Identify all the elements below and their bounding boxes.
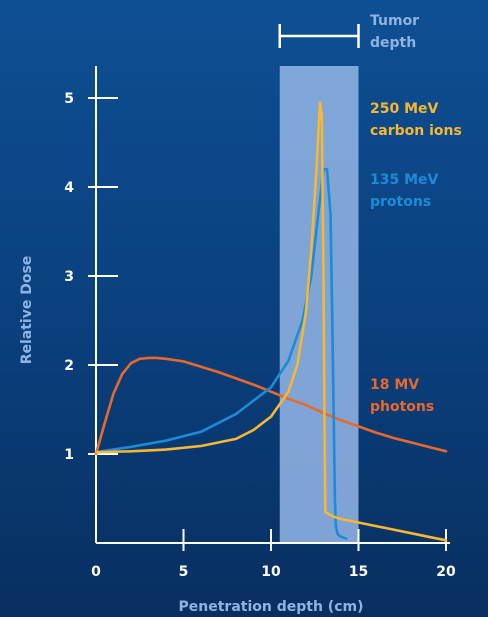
carbon-label-line1: 250 MeV <box>370 101 439 117</box>
x-axis-title: Penetration depth (cm) <box>179 599 364 615</box>
y-tick-label: 4 <box>64 180 74 196</box>
carbon-label-line2: carbon ions <box>370 123 462 139</box>
x-tick-label: 20 <box>436 564 456 580</box>
photon-label-line2: photons <box>370 399 434 415</box>
y-tick-label: 1 <box>64 447 74 463</box>
x-tick-label: 10 <box>261 564 281 580</box>
y-ticks: 1 2 3 4 5 <box>64 91 118 463</box>
tumor-label-line1: Tumor <box>370 13 419 29</box>
tumor-label-line2: depth <box>370 35 416 51</box>
x-tick-label: 5 <box>179 564 189 580</box>
tumor-depth-bracket <box>278 24 360 48</box>
carbon-ion-curve <box>94 101 448 542</box>
proton-label-line1: 135 MeV <box>370 172 439 188</box>
x-ticks: 0 5 10 15 20 <box>91 529 456 580</box>
y-tick-label: 5 <box>64 91 74 107</box>
series-lines <box>94 101 448 542</box>
y-tick-label: 3 <box>64 269 74 285</box>
y-tick-label: 2 <box>64 358 74 374</box>
x-tick-label: 0 <box>91 564 101 580</box>
x-tick-label: 15 <box>349 564 368 580</box>
photon-label-line1: 18 MV <box>370 377 419 393</box>
proton-label-line2: protons <box>370 194 431 210</box>
tumor-region <box>279 66 359 543</box>
proton-curve <box>94 167 348 540</box>
y-axis-title: Relative Dose <box>19 256 35 365</box>
photon-curve <box>94 356 448 456</box>
